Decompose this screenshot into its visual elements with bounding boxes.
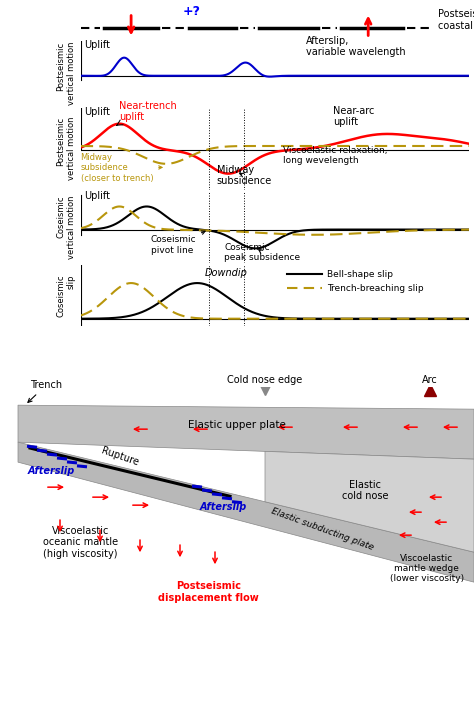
Text: +?: +? bbox=[182, 4, 201, 18]
Polygon shape bbox=[18, 405, 474, 459]
Text: Afterslip,
variable wavelength: Afterslip, variable wavelength bbox=[306, 36, 406, 57]
Text: Viscoelastic
oceanic mantle
(high viscosity): Viscoelastic oceanic mantle (high viscos… bbox=[43, 525, 118, 559]
Text: Postseismic
displacement flow: Postseismic displacement flow bbox=[158, 581, 259, 603]
Text: Coseismic
slip: Coseismic slip bbox=[56, 275, 76, 317]
Text: Arc: Arc bbox=[422, 375, 438, 385]
Text: Viscoelastic
mantle wedge
(lower viscosity): Viscoelastic mantle wedge (lower viscosi… bbox=[390, 554, 464, 583]
Text: Bell-shape slip: Bell-shape slip bbox=[328, 270, 393, 279]
Text: Coseismic
pivot line: Coseismic pivot line bbox=[151, 231, 205, 255]
Text: Elastic upper plate: Elastic upper plate bbox=[188, 420, 286, 430]
Text: Elastic
cold nose: Elastic cold nose bbox=[342, 480, 388, 501]
Text: Trench-breaching slip: Trench-breaching slip bbox=[328, 284, 424, 293]
Text: Viscoelastic relaxation,
long wevelength: Viscoelastic relaxation, long wevelength bbox=[283, 145, 387, 165]
Text: Postseismic
vertical motion: Postseismic vertical motion bbox=[56, 117, 76, 180]
Text: Afterslip: Afterslip bbox=[28, 466, 75, 476]
Text: Elastic subducting plate: Elastic subducting plate bbox=[270, 506, 375, 552]
Polygon shape bbox=[18, 442, 474, 582]
Text: Trench: Trench bbox=[28, 380, 62, 402]
Text: Uplift: Uplift bbox=[84, 107, 110, 117]
Text: Coseismic
vertical motion: Coseismic vertical motion bbox=[56, 195, 76, 260]
Text: Postseismic
coastal motion: Postseismic coastal motion bbox=[438, 9, 474, 31]
Text: Downdip: Downdip bbox=[205, 268, 248, 278]
Text: Cold nose edge: Cold nose edge bbox=[228, 375, 302, 385]
Polygon shape bbox=[265, 451, 474, 552]
Text: Afterslip: Afterslip bbox=[200, 503, 247, 513]
Text: Midway
subsidence
(closer to trench): Midway subsidence (closer to trench) bbox=[81, 153, 162, 183]
Text: Uplift: Uplift bbox=[84, 191, 110, 201]
Text: Near-arc
uplift: Near-arc uplift bbox=[333, 106, 374, 128]
Text: Rupture: Rupture bbox=[100, 445, 140, 467]
Text: Postseismic
vertical motion: Postseismic vertical motion bbox=[56, 41, 76, 106]
Text: Coseismic
peak subsidence: Coseismic peak subsidence bbox=[224, 242, 301, 262]
Text: Uplift: Uplift bbox=[84, 40, 110, 50]
Text: Midway
subsidence: Midway subsidence bbox=[217, 165, 272, 186]
Text: Near-trench
uplift: Near-trench uplift bbox=[119, 101, 177, 122]
